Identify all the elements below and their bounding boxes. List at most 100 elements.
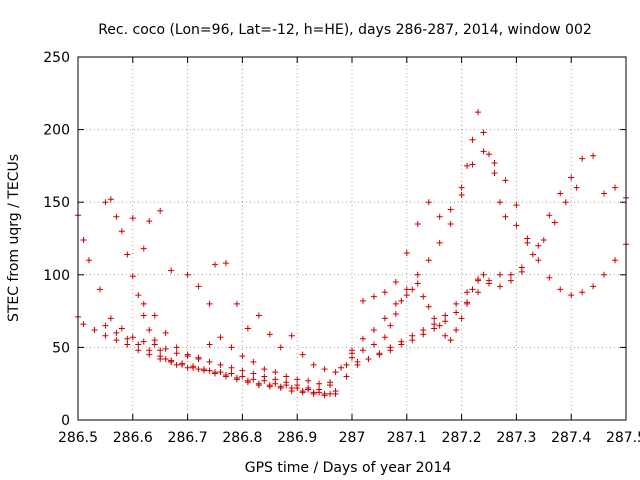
data-point (392, 311, 399, 318)
data-point (420, 293, 427, 300)
data-point (157, 347, 164, 354)
data-point (381, 289, 388, 296)
data-point (475, 289, 482, 296)
data-point (524, 235, 531, 242)
data-point (184, 364, 191, 371)
data-point (568, 292, 575, 299)
data-point (310, 361, 317, 368)
data-point (266, 382, 273, 389)
data-point (546, 274, 553, 281)
data-point (255, 380, 262, 387)
data-point (387, 322, 394, 329)
data-point (370, 341, 377, 348)
y-tick-label: 100 (43, 268, 70, 284)
data-point (447, 206, 454, 213)
x-tick-label: 287.1 (387, 430, 427, 446)
data-point (540, 236, 547, 243)
data-point (206, 367, 213, 374)
data-point (157, 207, 164, 214)
x-tick-label: 286.7 (168, 430, 208, 446)
data-point (392, 279, 399, 286)
data-point (557, 190, 564, 197)
data-point (255, 312, 262, 319)
data-point (228, 364, 235, 371)
data-point (431, 325, 438, 332)
data-point (129, 215, 136, 222)
data-point (573, 184, 580, 191)
data-point (118, 325, 125, 332)
data-point (195, 283, 202, 290)
data-point (568, 174, 575, 181)
data-point (529, 251, 536, 258)
data-point (425, 257, 432, 264)
data-point (453, 326, 460, 333)
data-point (201, 366, 208, 373)
data-point (453, 300, 460, 307)
data-point (179, 360, 186, 367)
data-point (250, 358, 257, 365)
data-point (113, 337, 120, 344)
data-point (212, 261, 218, 268)
y-tick-label: 50 (52, 340, 70, 356)
data-point (217, 361, 224, 368)
data-point (228, 370, 235, 377)
x-tick-label: 287 (339, 430, 366, 446)
data-point (140, 338, 147, 345)
data-point (222, 371, 229, 378)
data-point (442, 312, 449, 319)
data-point (414, 271, 421, 278)
data-point (140, 300, 147, 307)
data-point (403, 286, 410, 293)
data-point (480, 271, 487, 278)
data-point (272, 380, 279, 387)
data-point (491, 159, 498, 166)
data-point (173, 344, 180, 351)
data-point (316, 389, 323, 396)
data-point (107, 196, 114, 203)
data-point (305, 377, 312, 384)
data-point (398, 341, 405, 348)
data-point (217, 369, 224, 376)
x-tick-label: 286.6 (113, 430, 153, 446)
data-point (436, 213, 443, 220)
data-point (436, 322, 443, 329)
x-tick-label: 286.9 (277, 430, 317, 446)
data-point (124, 251, 131, 258)
data-point (376, 351, 383, 358)
data-point (518, 268, 525, 275)
data-point (212, 369, 218, 376)
data-point (338, 364, 345, 371)
x-tick-label: 287.3 (496, 430, 536, 446)
data-point (250, 370, 257, 377)
data-point (551, 219, 558, 226)
y-tick-label: 200 (43, 123, 70, 139)
data-point (381, 315, 388, 322)
data-point (244, 325, 251, 332)
data-point (387, 347, 394, 354)
data-point (157, 353, 164, 360)
data-point (496, 271, 503, 278)
data-point (113, 329, 120, 336)
data-point (321, 390, 328, 397)
data-point (184, 351, 191, 358)
data-point (261, 366, 268, 373)
data-point (612, 257, 619, 264)
data-point (288, 332, 295, 339)
x-axis-label: GPS time / Days of year 2014 (245, 460, 452, 476)
data-point (425, 199, 432, 206)
data-point (277, 344, 284, 351)
data-point (233, 300, 240, 307)
data-point (475, 109, 482, 116)
data-point (343, 373, 350, 380)
data-point (146, 347, 153, 354)
data-point (206, 341, 213, 348)
data-point (403, 250, 410, 257)
data-point (239, 373, 246, 380)
data-point (162, 329, 169, 336)
data-point (135, 347, 142, 354)
data-point (486, 277, 492, 284)
data-point (403, 292, 410, 299)
data-point (107, 315, 114, 322)
data-point (469, 286, 476, 293)
x-tick-label: 287.2 (442, 430, 482, 446)
